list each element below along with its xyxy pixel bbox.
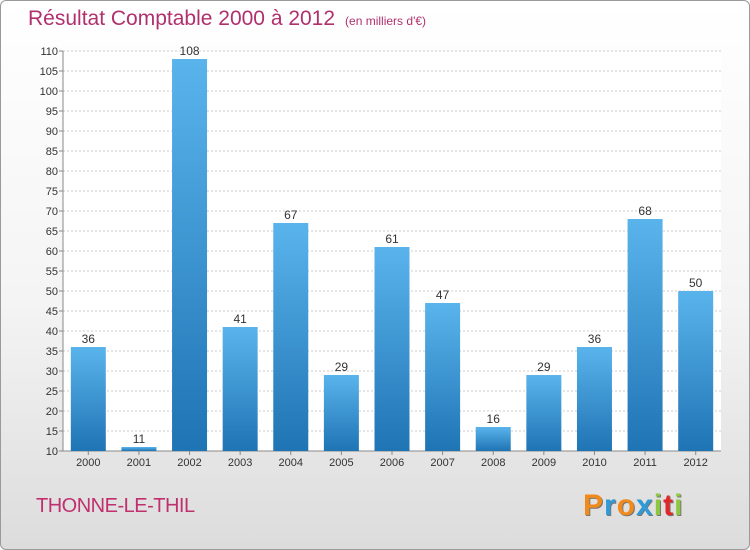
y-tick-label: 105 — [40, 66, 58, 78]
logo-letter: i — [653, 489, 664, 522]
y-tick-label: 20 — [46, 406, 58, 418]
bar — [576, 347, 612, 451]
y-tick-label: 30 — [46, 366, 58, 378]
bar — [678, 291, 714, 451]
bar — [121, 447, 157, 451]
bar-value-label: 47 — [436, 288, 450, 302]
logo-letter: P — [583, 489, 605, 522]
x-tick-label: 2001 — [127, 457, 151, 469]
bar — [374, 247, 410, 451]
x-tick-label: 2002 — [177, 457, 201, 469]
y-tick-label: 25 — [46, 386, 58, 398]
y-tick-label: 60 — [46, 246, 58, 258]
y-tick-label: 10 — [46, 446, 58, 458]
bar-value-label: 67 — [284, 208, 298, 222]
bar-value-label: 29 — [335, 360, 349, 374]
bar — [425, 303, 461, 451]
y-tick-label: 65 — [46, 226, 58, 238]
bar — [323, 375, 359, 451]
y-tick-label: 15 — [46, 426, 58, 438]
title-text: Résultat Comptable 2000 à 2012 — [28, 7, 336, 30]
bar-value-label: 68 — [638, 204, 652, 218]
y-tick-label: 70 — [46, 206, 58, 218]
y-tick-label: 100 — [40, 86, 58, 98]
y-tick-label: 75 — [46, 186, 58, 198]
logo-letter: r — [604, 489, 617, 522]
chart-subtitle: (en milliers d'€) — [345, 14, 427, 28]
proxiti-logo: Proxiti — [583, 489, 683, 523]
bar-value-label: 108 — [180, 44, 200, 58]
bar — [172, 59, 208, 451]
bar-value-label: 16 — [487, 412, 501, 426]
y-tick-label: 40 — [46, 326, 58, 338]
x-tick-label: 2007 — [430, 457, 454, 469]
logo-letter: i — [674, 489, 684, 522]
bar-value-label: 36 — [82, 332, 96, 346]
x-tick-label: 2009 — [532, 457, 556, 469]
y-tick-label: 35 — [46, 346, 58, 358]
x-tick-label: 2010 — [582, 457, 606, 469]
bar — [526, 375, 562, 451]
logo-letter: o — [616, 489, 637, 522]
bar-value-label: 36 — [588, 332, 602, 346]
y-tick-label: 50 — [46, 286, 58, 298]
x-tick-label: 2008 — [481, 457, 505, 469]
bar — [273, 223, 309, 451]
bar-value-label: 41 — [233, 312, 247, 326]
y-tick-label: 95 — [46, 106, 58, 118]
logo-letter: x — [636, 489, 654, 522]
logo-letter: t — [663, 489, 675, 522]
x-tick-label: 2012 — [683, 457, 707, 469]
x-tick-label: 2000 — [76, 457, 100, 469]
bar-value-label: 50 — [689, 276, 703, 290]
bar — [475, 427, 511, 451]
x-tick-label: 2006 — [380, 457, 404, 469]
bar — [627, 219, 663, 451]
bar-value-label: 29 — [537, 360, 551, 374]
commune-name: THONNE-LE-THIL — [36, 495, 195, 517]
y-tick-label: 85 — [46, 146, 58, 158]
bar — [222, 327, 258, 451]
bar-value-label: 11 — [133, 432, 146, 446]
bar-value-label: 61 — [385, 232, 399, 246]
x-tick-label: 2005 — [329, 457, 353, 469]
x-tick-label: 2003 — [228, 457, 252, 469]
chart-title: Résultat Comptable 2000 à 2012 (en millie… — [28, 7, 426, 31]
y-tick-label: 45 — [46, 306, 58, 318]
x-tick-label: 2011 — [633, 457, 657, 469]
x-tick-label: 2004 — [279, 457, 303, 469]
bar — [70, 347, 106, 451]
y-tick-label: 55 — [46, 266, 58, 278]
y-tick-label: 110 — [40, 46, 58, 58]
y-tick-label: 80 — [46, 166, 58, 178]
y-tick-label: 90 — [46, 126, 58, 138]
